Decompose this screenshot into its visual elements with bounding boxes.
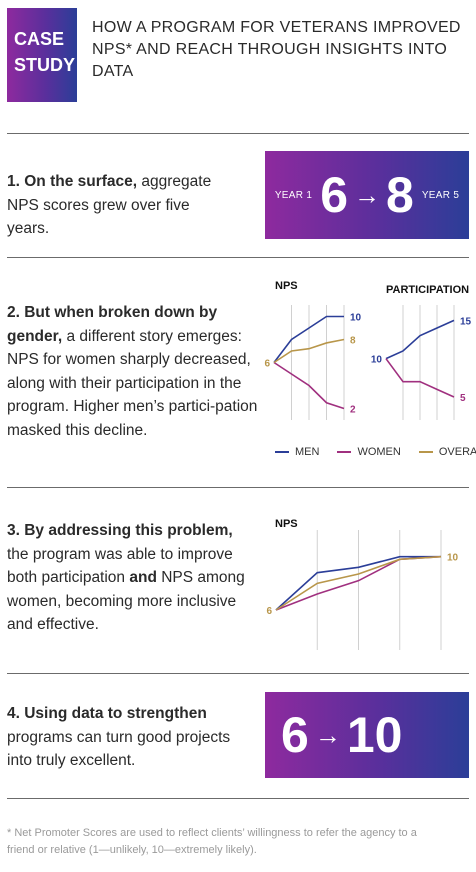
section3-bold: 3. By addressing this problem,: [7, 522, 233, 539]
badge-line1: CASE: [14, 29, 65, 49]
from-value: 6: [281, 707, 309, 763]
section2-bold: 2. But when broken down by gender,: [7, 304, 218, 345]
start-label: 6: [266, 606, 272, 617]
arrow-icon: →: [354, 179, 380, 210]
end-label-women: 2: [350, 405, 356, 416]
footnote: * Net Promoter Scores are used to reflec…: [7, 827, 417, 856]
section4-body: programs can turn good projects into tru…: [7, 728, 231, 770]
end-label-overall: 8: [350, 336, 356, 347]
section3-body-end: NPS among women, becoming more inclusive…: [7, 569, 245, 633]
year1-label: YEAR 1: [274, 189, 313, 201]
end-label-men: 10: [350, 313, 362, 324]
start-label: 6: [264, 359, 270, 370]
nps-after-chart: 6 10: [266, 530, 459, 650]
legend-swatch-women: [337, 451, 352, 453]
page-title: HOW A PROGRAM FOR VETERANS IMPROVED NPS*…: [92, 19, 461, 80]
arrow-icon: →: [314, 719, 341, 750]
series-line-women: [385, 358, 455, 398]
case-study-badge: CASE STUDY: [7, 8, 77, 102]
divider: [7, 673, 469, 674]
nps-gender-chart: 10 2 8 6: [264, 305, 362, 420]
legend-swatch-overall: [418, 451, 433, 453]
legend-label: MEN: [295, 446, 320, 458]
section1-body: aggregate NPS scores grew over five year…: [7, 173, 212, 237]
participation-gender-chart: 15 5 10: [371, 305, 472, 420]
section1-bold: 1. On the surface,: [7, 173, 138, 190]
legend-item-men: MEN: [275, 446, 319, 458]
end-label: 10: [447, 553, 459, 564]
badge-line2: STUDY: [14, 55, 76, 75]
series-line-women: [273, 361, 345, 410]
to-value: 10: [346, 707, 403, 763]
start-label: 10: [371, 355, 383, 366]
section2-text: 2. But when broken down by gender, a dif…: [7, 301, 262, 442]
legend-item-women: WOMEN: [337, 446, 401, 458]
to-value: 8: [386, 167, 414, 223]
legend-swatch-men: [275, 451, 289, 453]
divider: [7, 133, 469, 134]
legend-item-overall: OVERALL: [418, 446, 476, 458]
divider: [7, 798, 469, 799]
section4-text: 4. Using data to strengthen programs can…: [7, 702, 247, 773]
series-line-men: [385, 319, 455, 360]
end-label-men: 15: [460, 316, 472, 327]
section1-text: 1. On the surface, aggregate NPS scores …: [7, 170, 222, 241]
section3-body: the program was able to improve both par…: [7, 545, 233, 587]
section4-bold: 4. Using data to strengthen: [7, 705, 207, 722]
series-line-men: [273, 315, 344, 363]
series-line-men: [275, 555, 441, 611]
nps-chart-title: NPS: [275, 280, 298, 292]
nps-growth-box: YEAR 1 6 → 8 YEAR 5: [265, 151, 469, 239]
chart-legend: MEN WOMEN OVERALL: [275, 446, 476, 458]
end-label-women: 5: [460, 393, 466, 404]
nps-after-chart-title: NPS: [275, 518, 298, 530]
divider: [7, 257, 469, 258]
from-value: 6: [320, 167, 348, 223]
legend-label: OVERALL: [438, 446, 476, 458]
section3-text: 3. By addressing this problem, the progr…: [7, 519, 257, 637]
year5-label: YEAR 5: [421, 189, 460, 201]
series-line-overall: [275, 555, 442, 611]
nps-improvement-box: 6 → 10: [265, 692, 469, 778]
legend-label: WOMEN: [357, 446, 401, 458]
section2-body: a different story emerges: NPS for women…: [7, 327, 258, 439]
divider: [7, 487, 469, 488]
section3-bold-and: and: [129, 569, 157, 586]
participation-chart-title: PARTICIPATION: [386, 284, 470, 296]
series-line-overall: [273, 338, 345, 364]
